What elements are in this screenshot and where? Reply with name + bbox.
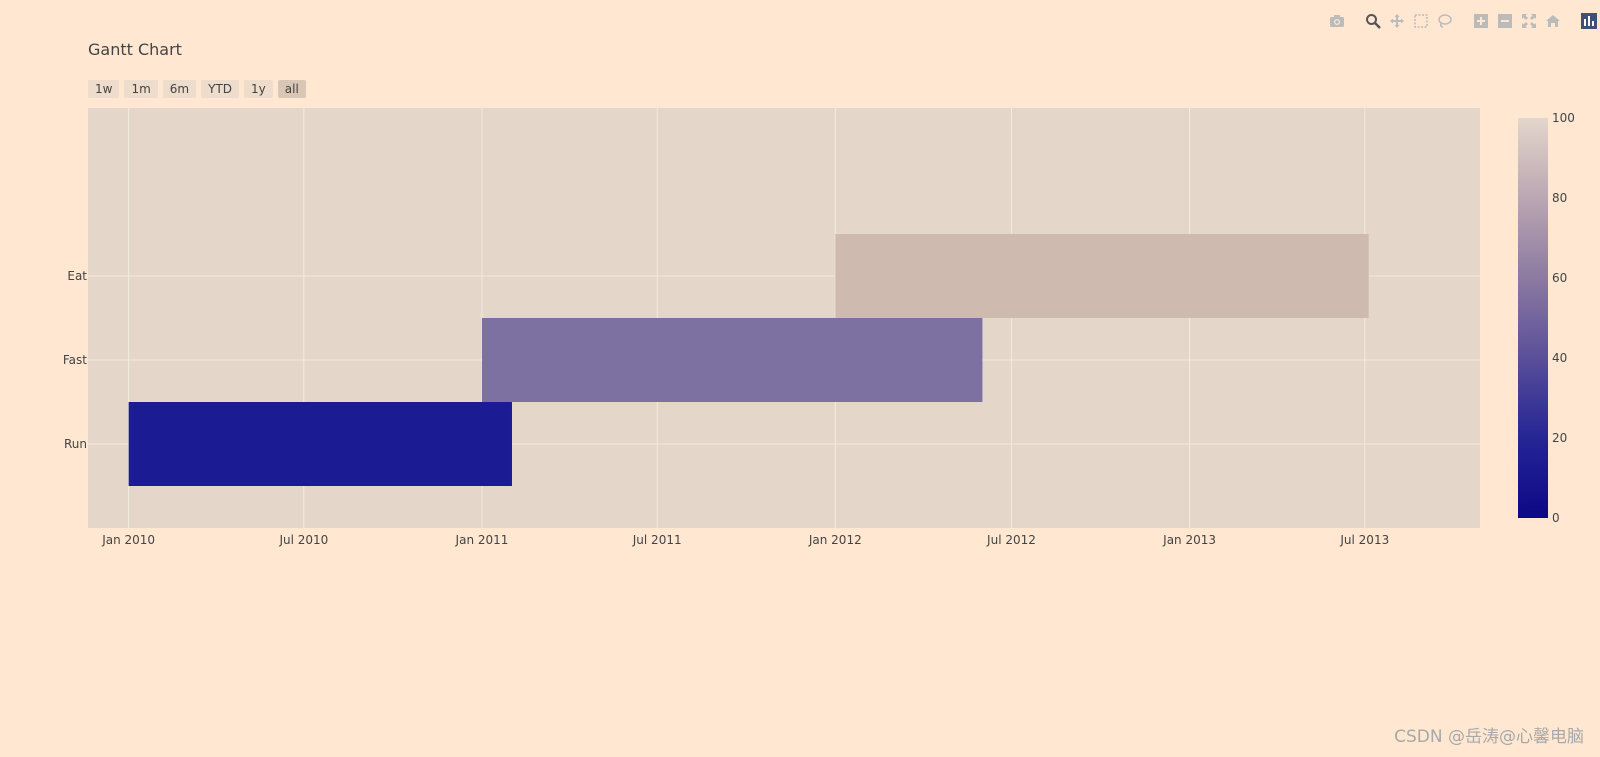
x-tick-label: Jan 2013 [1162, 533, 1216, 547]
x-tick-label: Jan 2010 [101, 533, 155, 547]
colorbar-tick-label: 40 [1552, 351, 1567, 365]
x-tick-label: Jul 2013 [1339, 533, 1389, 547]
range-button-1m[interactable]: 1m [124, 80, 158, 98]
zoom-icon[interactable] [1361, 10, 1385, 32]
y-tick-label: Run [64, 437, 87, 451]
colorbar-tick-label: 0 [1552, 511, 1560, 525]
camera-icon[interactable] [1325, 10, 1349, 32]
colorbar-gradient [1518, 118, 1548, 518]
x-tick-label: Jul 2011 [632, 533, 682, 547]
x-tick-label: Jan 2012 [808, 533, 862, 547]
colorbar: 0 20 40 60 80 100 [1518, 111, 1575, 525]
chart-title: Gantt Chart [88, 40, 182, 59]
x-tick-label: Jul 2012 [986, 533, 1036, 547]
y-axis: Eat Fast Run [63, 269, 87, 451]
task-bar-eat[interactable] [835, 234, 1369, 318]
colorbar-tick-label: 80 [1552, 191, 1567, 205]
range-selector: 1w 1m 6m YTD 1y all [88, 80, 311, 98]
range-button-ytd[interactable]: YTD [201, 80, 240, 98]
range-button-6m[interactable]: 6m [162, 80, 197, 98]
colorbar-tick-label: 60 [1552, 271, 1567, 285]
watermark: CSDN @岳涛@心馨电脑 [1394, 727, 1584, 747]
modebar [1325, 10, 1600, 32]
plotly-logo-icon[interactable] [1577, 10, 1600, 32]
task-bars [128, 234, 1369, 486]
lasso-select-icon[interactable] [1433, 10, 1457, 32]
zoom-out-icon[interactable] [1493, 10, 1517, 32]
colorbar-tick-label: 100 [1552, 111, 1575, 125]
range-button-1y[interactable]: 1y [244, 80, 273, 98]
colorbar-tick-label: 20 [1552, 431, 1567, 445]
range-button-1w[interactable]: 1w [88, 80, 120, 98]
reset-axes-icon[interactable] [1541, 10, 1565, 32]
x-axis: Jan 2010 Jul 2010 Jan 2011 Jul 2011 Jan 2012… [101, 533, 1389, 547]
task-bar-run[interactable] [128, 402, 512, 486]
y-tick-label: Fast [63, 353, 87, 367]
y-tick-label: Eat [67, 269, 87, 283]
autoscale-icon[interactable] [1517, 10, 1541, 32]
task-bar-fast[interactable] [481, 318, 983, 402]
pan-icon[interactable] [1385, 10, 1409, 32]
x-tick-label: Jul 2010 [278, 533, 328, 547]
box-select-icon[interactable] [1409, 10, 1433, 32]
zoom-in-icon[interactable] [1469, 10, 1493, 32]
x-tick-label: Jan 2011 [455, 533, 509, 547]
range-button-all[interactable]: all [277, 80, 306, 98]
